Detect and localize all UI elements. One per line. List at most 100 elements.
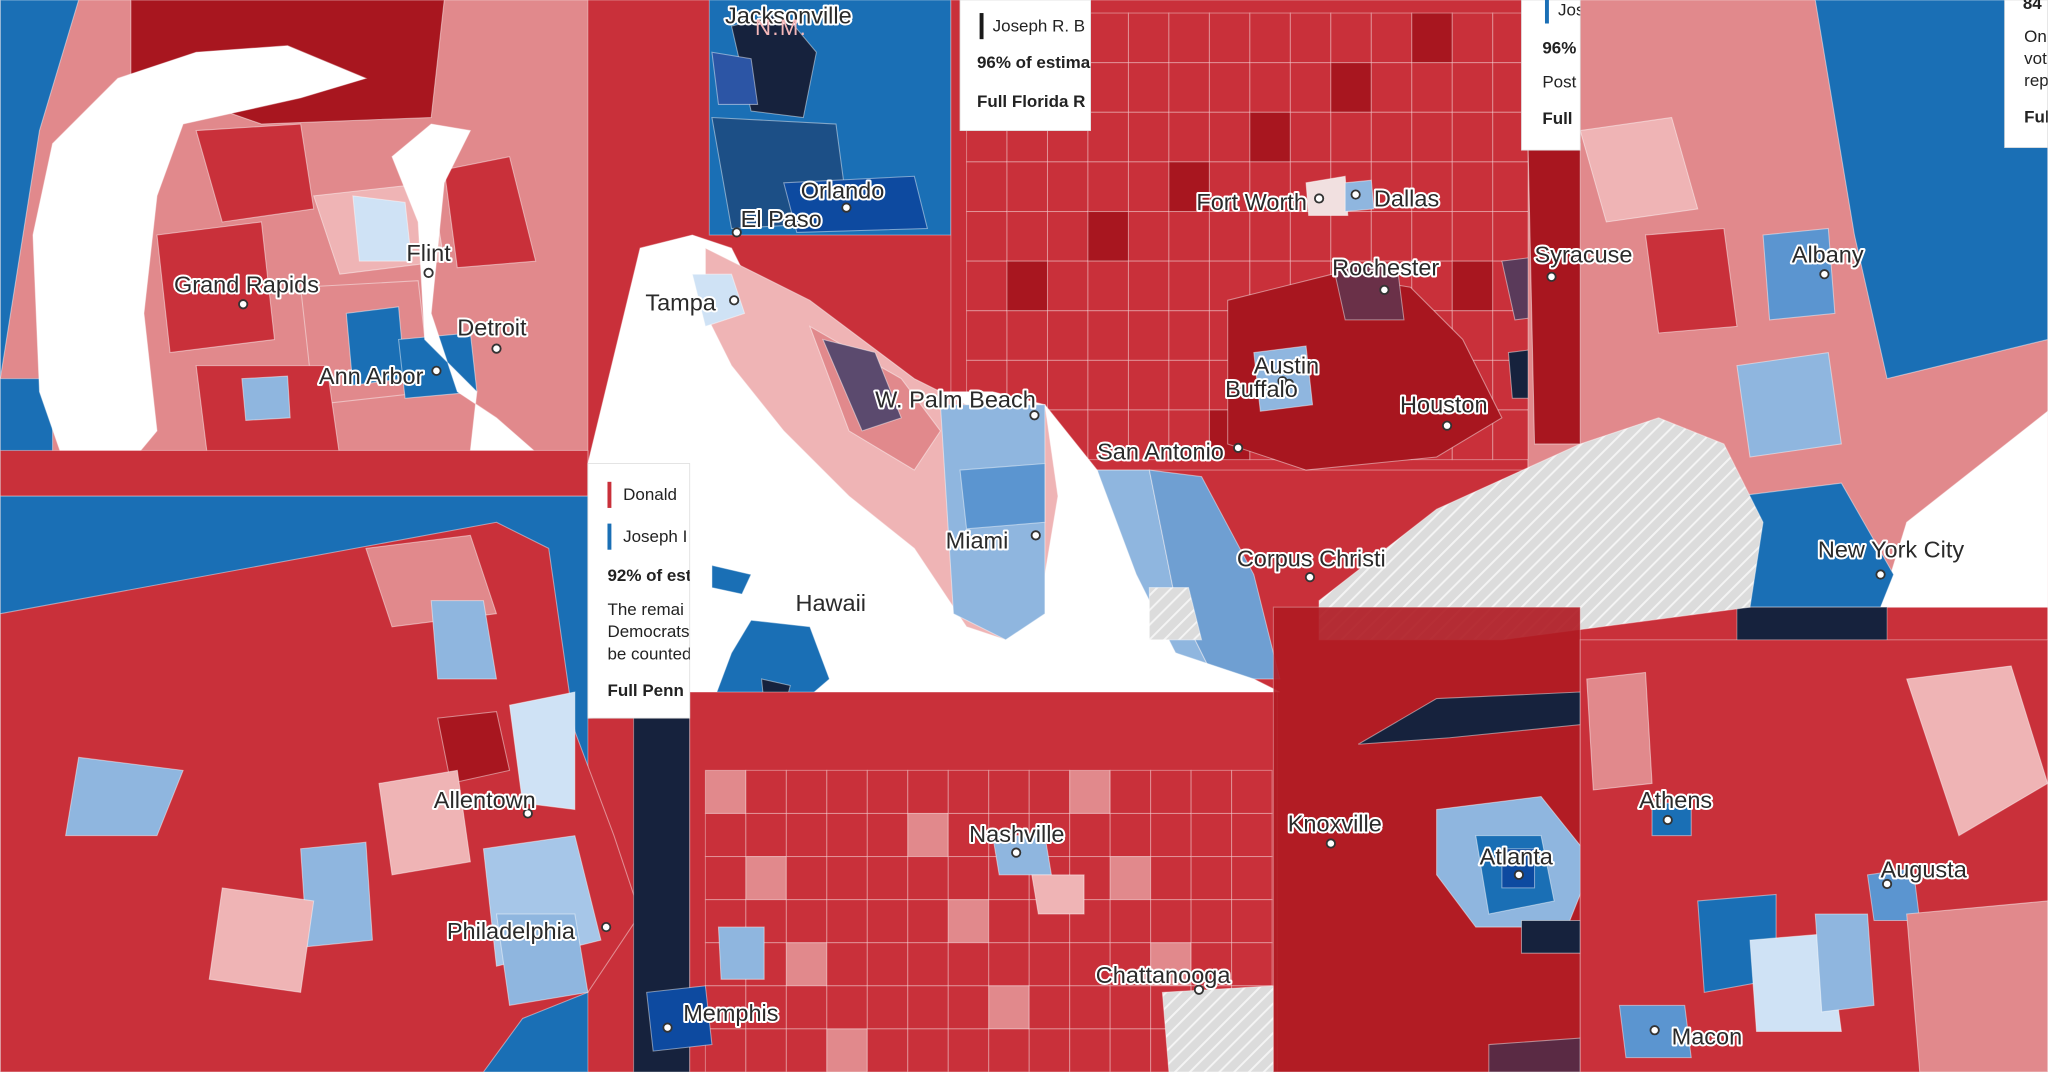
region — [1736, 351, 1842, 458]
county — [947, 769, 990, 814]
water-county — [1814, 0, 2048, 380]
county — [988, 1028, 1030, 1072]
county — [1249, 161, 1291, 213]
popup-text: On — [2024, 27, 2047, 46]
region — [0, 449, 589, 497]
no-data-area — [1161, 985, 1274, 1072]
legend-swatch — [1544, 0, 1549, 24]
county — [966, 161, 1008, 213]
city-dot — [662, 1022, 673, 1033]
county — [988, 769, 1030, 814]
popup: 84 On vot rep Ful — [2023, 0, 2048, 127]
county — [988, 985, 1030, 1030]
popup: Donald Joseph I 92% of est The remai Democra… — [607, 481, 691, 700]
county — [745, 1028, 787, 1072]
county — [1150, 769, 1192, 814]
region — [1762, 227, 1836, 321]
region — [1331, 260, 1405, 321]
county — [1411, 211, 1453, 262]
city-dot — [1350, 189, 1361, 200]
county — [907, 942, 949, 987]
county — [1087, 310, 1129, 361]
county — [1492, 211, 1534, 262]
county — [966, 211, 1008, 262]
county — [826, 1028, 868, 1072]
region — [1527, 143, 1581, 445]
city-dot — [1546, 271, 1557, 282]
county — [866, 1028, 909, 1072]
county — [1069, 1028, 1111, 1072]
county — [866, 856, 909, 901]
city-label: Corpus Christi — [1237, 546, 1386, 572]
popup-panel — [2004, 0, 2048, 148]
island — [711, 564, 752, 595]
county — [1451, 161, 1494, 213]
region — [711, 51, 759, 105]
county — [1028, 1028, 1071, 1072]
county — [988, 899, 1030, 944]
county — [785, 769, 828, 814]
region — [691, 273, 746, 328]
county — [966, 310, 1008, 361]
popup-text: Post — [1542, 72, 1576, 91]
popup-text: 84 — [2023, 0, 2042, 13]
county — [1208, 62, 1251, 113]
county — [1231, 769, 1273, 814]
region — [1488, 1037, 1581, 1072]
county — [1127, 359, 1170, 411]
county — [745, 769, 787, 814]
county — [1127, 62, 1170, 113]
county — [907, 812, 949, 858]
region — [1906, 900, 2048, 1072]
region — [352, 195, 413, 262]
county — [1109, 812, 1152, 858]
popup-text: Jos — [1558, 1, 1584, 20]
legend-swatch — [979, 13, 984, 40]
city-label: Buffalo — [1225, 376, 1298, 402]
county — [1231, 812, 1273, 858]
county — [1109, 769, 1152, 814]
region — [959, 462, 1046, 530]
city-label: Jacksonville — [725, 3, 852, 29]
county — [1231, 899, 1273, 944]
county — [1451, 12, 1494, 64]
county — [1208, 211, 1251, 262]
city-dot — [1881, 878, 1893, 890]
city-dot — [1819, 269, 1830, 280]
city-label: Detroit — [457, 315, 527, 341]
county — [826, 942, 868, 987]
county — [907, 985, 949, 1030]
popup-text: 92% of est — [607, 566, 691, 585]
city-dot — [1283, 378, 1295, 389]
city-label: Hawaii — [795, 590, 866, 616]
city-dot — [522, 808, 533, 819]
county — [704, 985, 747, 1030]
city-label: El Paso — [741, 206, 822, 232]
county — [1006, 310, 1049, 361]
county — [1127, 409, 1170, 461]
city-dot — [729, 295, 740, 306]
city-dot — [423, 267, 434, 278]
county — [704, 812, 747, 858]
county — [1168, 260, 1210, 312]
popup-text: Donald — [623, 485, 677, 504]
city-dot — [1030, 530, 1041, 541]
county — [1109, 856, 1152, 901]
city-label: Fort Worth — [1196, 189, 1307, 215]
county — [1046, 359, 1089, 411]
city-label: Rochester — [1332, 255, 1439, 281]
county — [745, 856, 787, 901]
county — [1028, 942, 1071, 987]
city-label: New York City — [1818, 537, 1965, 563]
region — [1644, 227, 1738, 334]
region — [156, 221, 276, 354]
county — [1087, 111, 1129, 163]
county — [785, 985, 828, 1030]
region — [717, 926, 765, 980]
city-dot — [1011, 847, 1022, 858]
region — [1814, 913, 1875, 1013]
city-label: Tampa — [645, 290, 716, 316]
county — [947, 985, 990, 1030]
county — [1451, 111, 1494, 163]
